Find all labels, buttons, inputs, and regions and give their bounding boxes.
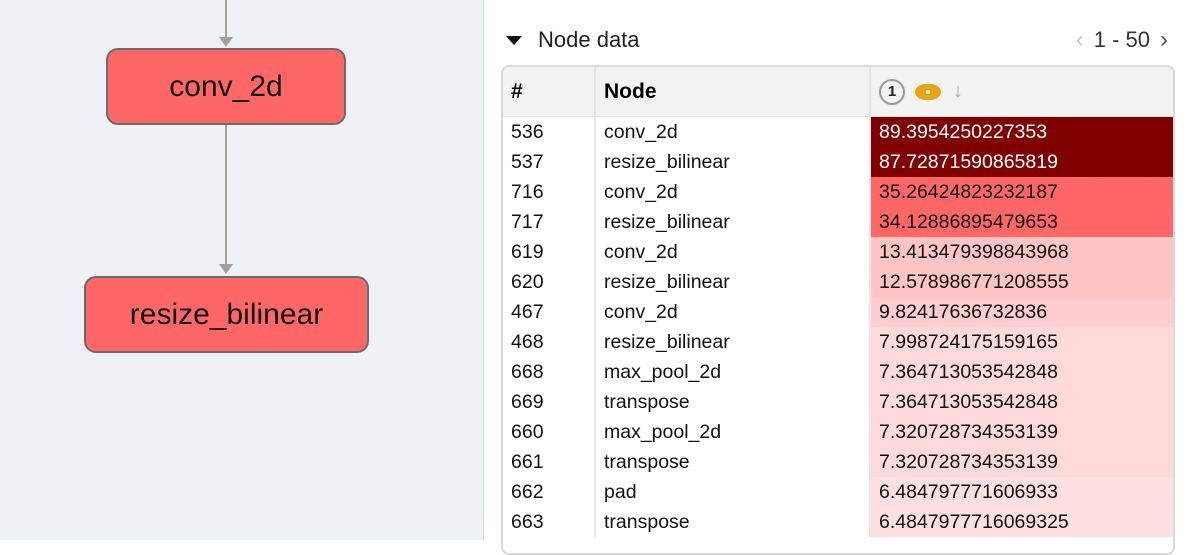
row-index: 536: [503, 117, 596, 147]
row-value: 6.4847977716069325: [871, 507, 1173, 537]
table-row[interactable]: 619 conv_2d 13.413479398843968: [503, 237, 1173, 267]
row-index: 717: [503, 207, 596, 237]
table-row[interactable]: 663 transpose 6.4847977716069325: [503, 507, 1173, 537]
table-row[interactable]: 620 resize_bilinear 12.578986771208555: [503, 267, 1173, 297]
graph-edge: [225, 125, 227, 267]
row-value: 12.578986771208555: [871, 267, 1173, 297]
row-value: 7.998724175159165: [871, 327, 1173, 357]
column-header-node[interactable]: Node: [596, 67, 871, 116]
row-value: 7.320728734353139: [871, 417, 1173, 447]
row-value: 7.364713053542848: [871, 387, 1173, 417]
row-node: resize_bilinear: [596, 327, 871, 357]
arrow-head-icon: [219, 264, 233, 274]
table-row[interactable]: 716 conv_2d 35.26424823232187: [503, 177, 1173, 207]
row-value: 6.484797771606933: [871, 477, 1173, 507]
row-node: max_pool_2d: [596, 417, 871, 447]
row-node: conv_2d: [596, 177, 871, 207]
row-value: 35.26424823232187: [871, 177, 1173, 207]
sort-arrow-down-icon[interactable]: ↓: [953, 80, 963, 102]
node-data-panel: Node data ‹ 1 - 50 › # Node 1 ↓ 536 conv_…: [484, 0, 1190, 555]
row-value: 87.72871590865819: [871, 147, 1173, 177]
graph-node-conv-2d[interactable]: conv_2d: [106, 48, 346, 125]
row-index: 668: [503, 357, 596, 387]
row-node: conv_2d: [596, 297, 871, 327]
table-row[interactable]: 669 transpose 7.364713053542848: [503, 387, 1173, 417]
column-header-metric[interactable]: 1 ↓: [871, 67, 1173, 116]
arrow-head-icon: [219, 37, 233, 47]
metric-badge: 1: [879, 78, 905, 105]
row-node: resize_bilinear: [596, 147, 871, 177]
table-row[interactable]: 468 resize_bilinear 7.998724175159165: [503, 327, 1173, 357]
row-node: resize_bilinear: [596, 267, 871, 297]
section-title: Node data: [538, 27, 640, 52]
caret-down-icon: [506, 35, 522, 45]
row-node: transpose: [596, 387, 871, 417]
row-node: conv_2d: [596, 117, 871, 147]
row-index: 620: [503, 267, 596, 297]
row-index: 660: [503, 417, 596, 447]
row-value: 34.12886895479653: [871, 207, 1173, 237]
row-index: 669: [503, 387, 596, 417]
graph-node-resize-bilinear[interactable]: resize_bilinear: [84, 276, 369, 353]
chevron-left-icon[interactable]: ‹: [1075, 26, 1084, 53]
eye-icon[interactable]: [915, 83, 941, 100]
row-node: conv_2d: [596, 237, 871, 267]
row-index: 662: [503, 477, 596, 507]
table-row[interactable]: 668 max_pool_2d 7.364713053542848: [503, 357, 1173, 387]
graph-edge: [225, 0, 227, 40]
row-index: 537: [503, 147, 596, 177]
row-value: 7.320728734353139: [871, 447, 1173, 477]
row-index: 716: [503, 177, 596, 207]
column-header-index[interactable]: #: [503, 67, 596, 116]
row-node: transpose: [596, 507, 871, 537]
row-index: 467: [503, 297, 596, 327]
row-node: resize_bilinear: [596, 207, 871, 237]
row-value: 7.364713053542848: [871, 357, 1173, 387]
table-row[interactable]: 467 conv_2d 9.82417636732836: [503, 297, 1173, 327]
section-toggle[interactable]: Node data: [506, 27, 640, 53]
graph-canvas[interactable]: conv_2d resize_bilinear: [0, 0, 484, 540]
row-index: 619: [503, 237, 596, 267]
table-row[interactable]: 537 resize_bilinear 87.72871590865819: [503, 147, 1173, 177]
row-value: 89.3954250227353: [871, 117, 1173, 147]
row-value: 13.413479398843968: [871, 237, 1173, 267]
row-index: 661: [503, 447, 596, 477]
row-node: pad: [596, 477, 871, 507]
table-row[interactable]: 661 transpose 7.320728734353139: [503, 447, 1173, 477]
table-row[interactable]: 660 max_pool_2d 7.320728734353139: [503, 417, 1173, 447]
table-row[interactable]: 536 conv_2d 89.3954250227353: [503, 117, 1173, 147]
row-node: max_pool_2d: [596, 357, 871, 387]
pagination: ‹ 1 - 50 ›: [1076, 26, 1168, 54]
node-data-table: # Node 1 ↓ 536 conv_2d 89.3954250227353 537…: [501, 65, 1175, 555]
page-range: 1 - 50: [1093, 27, 1150, 52]
chevron-right-icon[interactable]: ›: [1160, 26, 1168, 53]
row-value: 9.82417636732836: [871, 297, 1173, 327]
row-node: transpose: [596, 447, 871, 477]
row-index: 663: [503, 507, 596, 537]
row-index: 468: [503, 327, 596, 357]
table-header: # Node 1 ↓: [503, 67, 1173, 117]
table-row[interactable]: 717 resize_bilinear 34.12886895479653: [503, 207, 1173, 237]
table-row[interactable]: 662 pad 6.484797771606933: [503, 477, 1173, 507]
